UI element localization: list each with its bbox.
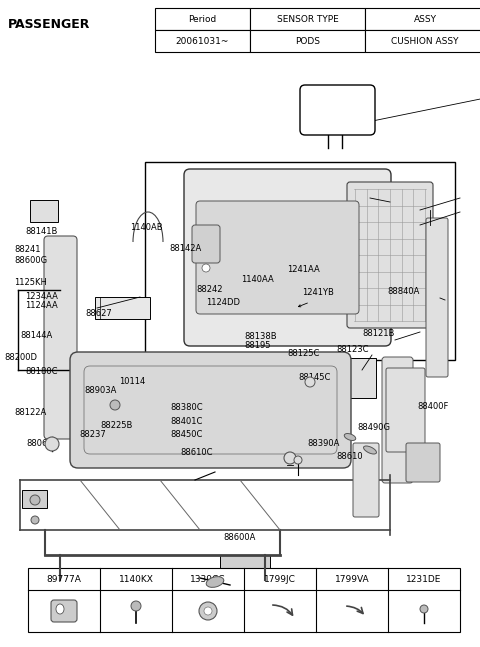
FancyBboxPatch shape bbox=[192, 225, 220, 263]
Text: Period: Period bbox=[188, 14, 216, 23]
Text: 88142A: 88142A bbox=[169, 244, 201, 253]
FancyBboxPatch shape bbox=[70, 352, 351, 468]
Text: 88401C: 88401C bbox=[170, 417, 203, 426]
Text: 88600G: 88600G bbox=[14, 256, 48, 265]
Text: 88450C: 88450C bbox=[170, 430, 203, 439]
FancyBboxPatch shape bbox=[386, 368, 425, 452]
Text: 88180C: 88180C bbox=[25, 367, 58, 376]
Text: 1241YB: 1241YB bbox=[302, 288, 334, 297]
Text: 88400F: 88400F bbox=[418, 402, 449, 411]
Bar bbox=[30, 200, 58, 222]
Text: 1339CC: 1339CC bbox=[190, 575, 226, 584]
Bar bbox=[22, 490, 47, 508]
Text: 1124AA: 1124AA bbox=[25, 301, 58, 310]
FancyBboxPatch shape bbox=[406, 443, 440, 482]
Text: 88610: 88610 bbox=[336, 452, 362, 461]
FancyBboxPatch shape bbox=[347, 182, 433, 328]
FancyBboxPatch shape bbox=[426, 218, 448, 377]
Text: ASSY: ASSY bbox=[413, 14, 436, 23]
Text: 88141B: 88141B bbox=[25, 227, 57, 236]
Text: 88138B: 88138B bbox=[245, 332, 277, 341]
Text: 88123C: 88123C bbox=[336, 345, 369, 354]
Bar bbox=[250, 8, 365, 30]
FancyBboxPatch shape bbox=[44, 236, 77, 439]
Text: 1799JC: 1799JC bbox=[264, 575, 296, 584]
Ellipse shape bbox=[56, 604, 64, 614]
Bar bbox=[95, 297, 150, 319]
Text: 88490G: 88490G bbox=[358, 422, 391, 432]
Bar bbox=[220, 555, 270, 573]
Text: 88242: 88242 bbox=[197, 285, 223, 294]
Text: 88610C: 88610C bbox=[180, 448, 213, 457]
Text: 88903A: 88903A bbox=[84, 386, 116, 395]
Ellipse shape bbox=[363, 446, 376, 454]
Text: CUSHION ASSY: CUSHION ASSY bbox=[391, 36, 459, 45]
Circle shape bbox=[30, 495, 40, 505]
Text: 1234AA: 1234AA bbox=[25, 292, 58, 302]
Text: 1799VA: 1799VA bbox=[335, 575, 369, 584]
Text: 88145C: 88145C bbox=[299, 373, 331, 382]
Text: 88144A: 88144A bbox=[20, 331, 52, 340]
Circle shape bbox=[202, 264, 210, 272]
Bar bbox=[365, 30, 480, 52]
Text: 1140AB: 1140AB bbox=[130, 223, 162, 232]
Text: 1124DD: 1124DD bbox=[206, 298, 240, 307]
Text: PODS: PODS bbox=[295, 36, 320, 45]
Text: 88390A: 88390A bbox=[307, 439, 339, 448]
Bar bbox=[145, 162, 455, 360]
Text: 10114: 10114 bbox=[119, 377, 145, 386]
Circle shape bbox=[294, 456, 302, 464]
Text: 88600A: 88600A bbox=[223, 532, 255, 542]
Circle shape bbox=[31, 516, 39, 524]
Circle shape bbox=[110, 400, 120, 410]
Bar bbox=[155, 30, 250, 52]
Circle shape bbox=[284, 452, 296, 464]
FancyBboxPatch shape bbox=[51, 600, 77, 622]
FancyBboxPatch shape bbox=[84, 366, 337, 454]
Bar bbox=[55, 574, 90, 586]
Text: PASSENGER: PASSENGER bbox=[8, 18, 90, 31]
Text: 1140KX: 1140KX bbox=[119, 575, 154, 584]
Text: 88840A: 88840A bbox=[387, 287, 419, 296]
Text: 1140AA: 1140AA bbox=[241, 275, 274, 284]
Ellipse shape bbox=[344, 433, 356, 441]
FancyBboxPatch shape bbox=[300, 85, 375, 135]
FancyBboxPatch shape bbox=[382, 357, 413, 483]
Bar bbox=[28, 568, 460, 632]
Text: 20061031~: 20061031~ bbox=[176, 36, 229, 45]
Circle shape bbox=[305, 377, 315, 387]
Text: 88200D: 88200D bbox=[5, 353, 38, 362]
Text: 88125C: 88125C bbox=[287, 349, 319, 358]
Circle shape bbox=[204, 607, 212, 615]
Bar bbox=[365, 8, 480, 30]
Text: 88241: 88241 bbox=[14, 245, 41, 254]
Text: 88225B: 88225B bbox=[101, 421, 133, 430]
FancyBboxPatch shape bbox=[196, 201, 359, 314]
Bar bbox=[348, 358, 376, 398]
Text: 88627: 88627 bbox=[85, 309, 112, 318]
FancyBboxPatch shape bbox=[353, 443, 379, 517]
Circle shape bbox=[131, 601, 141, 611]
Circle shape bbox=[45, 437, 59, 451]
FancyBboxPatch shape bbox=[184, 169, 391, 346]
Text: 89777A: 89777A bbox=[47, 575, 82, 584]
Bar bbox=[250, 30, 365, 52]
Text: 88063: 88063 bbox=[26, 439, 53, 448]
Text: 88237: 88237 bbox=[79, 430, 106, 439]
Text: 88380C: 88380C bbox=[170, 403, 203, 412]
Text: 88122A: 88122A bbox=[14, 408, 47, 417]
Circle shape bbox=[199, 602, 217, 620]
Text: SENSOR TYPE: SENSOR TYPE bbox=[276, 14, 338, 23]
Text: 1241AA: 1241AA bbox=[287, 265, 320, 274]
Circle shape bbox=[420, 605, 428, 613]
Text: 88195: 88195 bbox=[245, 341, 271, 350]
Text: 1231DE: 1231DE bbox=[406, 575, 442, 584]
Bar bbox=[155, 8, 250, 30]
Ellipse shape bbox=[206, 576, 224, 587]
Text: 88121B: 88121B bbox=[362, 329, 395, 338]
Text: 1125KH: 1125KH bbox=[14, 278, 47, 287]
